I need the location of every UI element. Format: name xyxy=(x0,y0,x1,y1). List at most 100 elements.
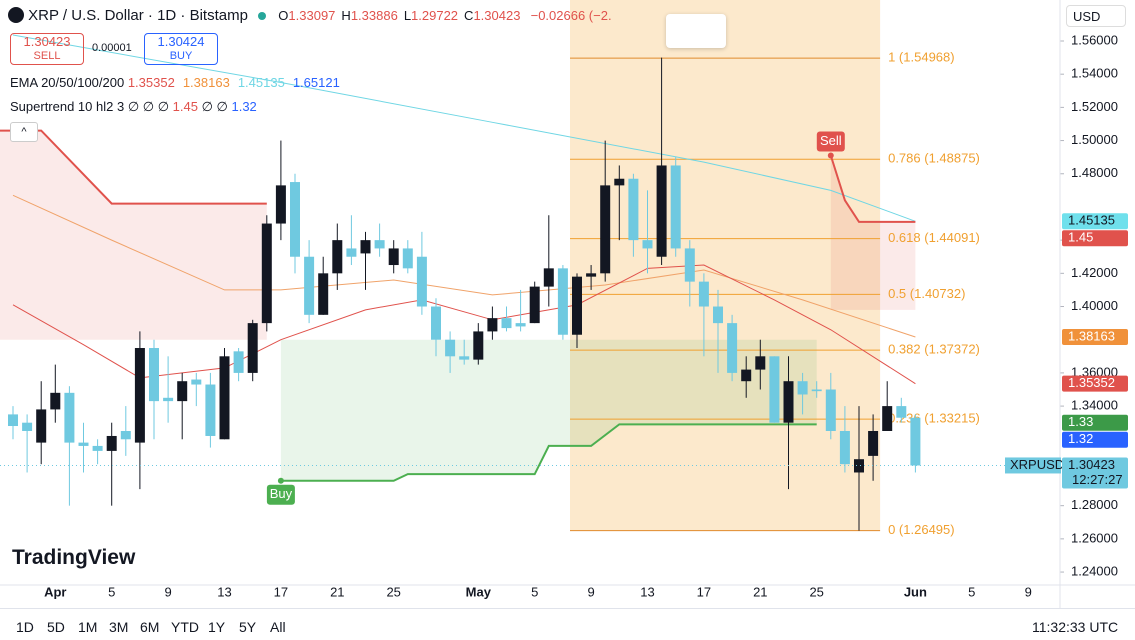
ohlc-label: L xyxy=(403,8,412,23)
candle-body xyxy=(275,185,286,224)
timeframe[interactable]: 1M xyxy=(78,619,98,635)
timeframe[interactable]: YTD xyxy=(171,619,199,635)
candle-body xyxy=(600,185,611,274)
spread: 0.00001 xyxy=(92,42,132,54)
countdown: 12:27:27 xyxy=(1072,472,1123,487)
currency-select[interactable]: USD xyxy=(1066,5,1126,27)
candle-body xyxy=(247,323,258,373)
supertrend-line xyxy=(829,155,916,223)
supertrend-fill xyxy=(280,339,817,481)
ema-legend[interactable]: EMA 20/50/100/200 1.35352 1.38163 1.45135 1… xyxy=(10,75,348,90)
candle-body xyxy=(628,178,639,241)
x-tick-label: 9 xyxy=(164,584,171,599)
candle-body xyxy=(78,442,89,446)
timeframe[interactable]: All xyxy=(270,619,286,635)
candle-body xyxy=(304,256,315,315)
ema-value: 1.38163 xyxy=(182,75,230,90)
collapse-button[interactable]: ^ xyxy=(10,122,38,142)
candle-body xyxy=(332,240,343,274)
candle-body xyxy=(684,248,695,282)
x-tick-label: May xyxy=(466,584,492,599)
price-label-box xyxy=(1062,230,1128,247)
floating-toolbar[interactable] xyxy=(666,14,726,48)
x-tick-label: 13 xyxy=(217,584,231,599)
sell-button[interactable]: 1.30423 SELL xyxy=(10,33,84,65)
candle-body xyxy=(22,422,33,431)
fib-label: 0.618 (1.44091) xyxy=(888,230,980,245)
y-tick-label: 1.54000 xyxy=(1071,66,1118,81)
candle-body xyxy=(8,414,18,427)
y-tick-label: 1.34000 xyxy=(1071,398,1118,413)
candle-body xyxy=(318,273,329,315)
timeframe[interactable]: 3M xyxy=(109,619,129,635)
last-price-box xyxy=(1062,457,1128,489)
candle-body xyxy=(134,348,145,443)
sell-label: SELL xyxy=(33,50,61,62)
timeframe[interactable]: 1Y xyxy=(208,619,226,635)
divider xyxy=(0,608,1135,609)
ema-label: EMA 20/50/100/200 xyxy=(10,75,125,90)
timeframe[interactable]: 5Y xyxy=(239,619,257,635)
y-tick-label: 1.50000 xyxy=(1071,132,1118,147)
x-tick-label: Apr xyxy=(44,584,66,599)
last-symbol: XRPUSD xyxy=(1010,457,1064,472)
x-tick-label: 25 xyxy=(809,584,823,599)
candle-body xyxy=(374,240,385,249)
x-tick-label: 17 xyxy=(697,584,711,599)
candle-body xyxy=(543,268,554,287)
candle-body xyxy=(713,306,723,324)
candle-body xyxy=(261,223,272,324)
timeframe[interactable]: 1D xyxy=(16,619,34,635)
x-tick-label: 9 xyxy=(587,584,594,599)
fib-label: 0.5 (1.40732) xyxy=(888,286,965,301)
candle-body xyxy=(219,356,230,440)
signal-box xyxy=(266,484,295,505)
fib-label: 1 (1.54968) xyxy=(888,50,955,65)
candle-body xyxy=(64,392,75,443)
signal-label: Sell xyxy=(820,133,842,148)
ohlc-label: O xyxy=(278,8,289,23)
x-tick-label: 5 xyxy=(531,584,538,599)
price-label: 1.45 xyxy=(1068,230,1093,245)
candle-body xyxy=(868,430,879,456)
candle-body xyxy=(233,351,244,373)
candle-body xyxy=(882,406,893,431)
candle-body xyxy=(557,268,568,335)
symbol[interactable]: XRP / U.S. Dollar · 1D · Bitstamp xyxy=(28,7,248,24)
buy-button[interactable]: 1.30424 BUY xyxy=(144,33,218,65)
price-label: 1.45135 xyxy=(1068,213,1115,228)
candle-body xyxy=(741,369,752,382)
candle-body xyxy=(120,430,131,440)
change: −0.02666 (−2. xyxy=(530,8,612,23)
candle-body xyxy=(459,356,470,360)
x-tick-label: 21 xyxy=(753,584,767,599)
x-tick-label: 25 xyxy=(386,584,400,599)
price-label-box xyxy=(1062,431,1128,448)
timeframe[interactable]: 5D xyxy=(47,619,65,635)
ema-value: 1.45135 xyxy=(237,75,285,90)
st-up: 1.45 xyxy=(172,99,198,114)
x-tick-label: 5 xyxy=(968,584,975,599)
timeframe[interactable]: 6M xyxy=(140,619,160,635)
price-label-box xyxy=(1062,329,1128,346)
candle-body xyxy=(670,165,681,249)
candle-body xyxy=(346,248,357,257)
candle-body xyxy=(783,381,794,423)
y-tick-label: 1.48000 xyxy=(1071,165,1118,180)
candle-body xyxy=(501,318,512,329)
supertrend-legend[interactable]: Supertrend 10 hl2 3 ∅ ∅ ∅ 1.45 ∅ ∅ 1.32 xyxy=(10,99,257,115)
candle-body xyxy=(839,430,850,465)
candle-body xyxy=(755,356,766,370)
candle-body xyxy=(402,248,413,269)
candle-body xyxy=(92,445,103,451)
x-tick-label: 13 xyxy=(640,584,654,599)
candle-body xyxy=(727,323,738,373)
candle-body xyxy=(811,389,822,392)
supertrend-fill xyxy=(0,130,267,340)
x-tick-label: 9 xyxy=(1025,584,1032,599)
ohlc-value: 1.29722 xyxy=(411,8,459,23)
ohlc: O1.33097 H1.33886 L1.29722 C1.30423 xyxy=(278,8,526,23)
ohlc-value: 1.33886 xyxy=(350,8,398,23)
candle-body xyxy=(416,256,427,307)
